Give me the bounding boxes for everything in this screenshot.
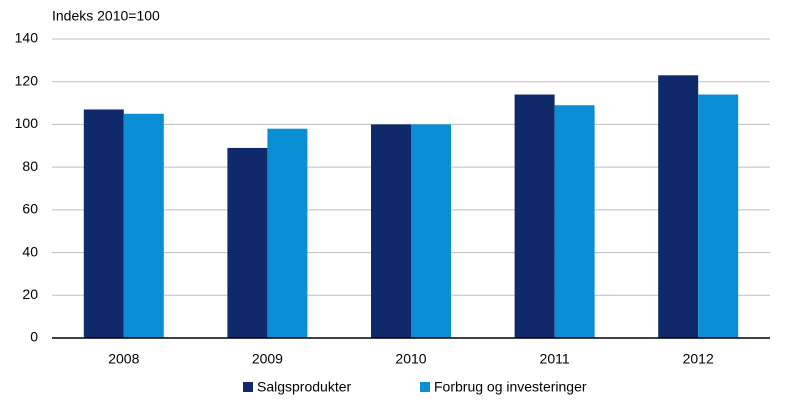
bar xyxy=(227,147,268,338)
legend-swatch xyxy=(243,382,253,392)
legend-label: Salgsprodukter xyxy=(257,379,352,395)
bar xyxy=(658,75,699,339)
x-tick-label: 2010 xyxy=(395,351,426,367)
x-tick-label: 2012 xyxy=(683,351,714,367)
y-tick-label: 20 xyxy=(22,286,38,302)
x-tick-label: 2011 xyxy=(540,351,570,367)
bar xyxy=(514,94,555,339)
x-tick-label: 2008 xyxy=(108,351,139,367)
y-tick-label: 60 xyxy=(22,201,38,217)
bar xyxy=(123,113,164,338)
bar xyxy=(267,128,308,338)
y-tick-label: 80 xyxy=(22,158,38,174)
bar xyxy=(371,124,411,338)
legend-label: Forbrug og investeringer xyxy=(434,379,587,395)
y-axis-label: Indeks 2010=100 xyxy=(52,8,160,24)
bar xyxy=(83,109,124,338)
y-tick-label: 100 xyxy=(15,115,39,131)
legend-swatch xyxy=(420,382,430,392)
y-tick-label: 40 xyxy=(22,243,38,259)
y-tick-label: 140 xyxy=(15,30,39,46)
x-tick-label: 2009 xyxy=(252,351,283,367)
bar xyxy=(698,94,739,339)
bar xyxy=(411,124,451,338)
y-tick-label: 0 xyxy=(30,329,38,345)
bar xyxy=(554,105,595,338)
y-tick-label: 120 xyxy=(15,72,39,88)
